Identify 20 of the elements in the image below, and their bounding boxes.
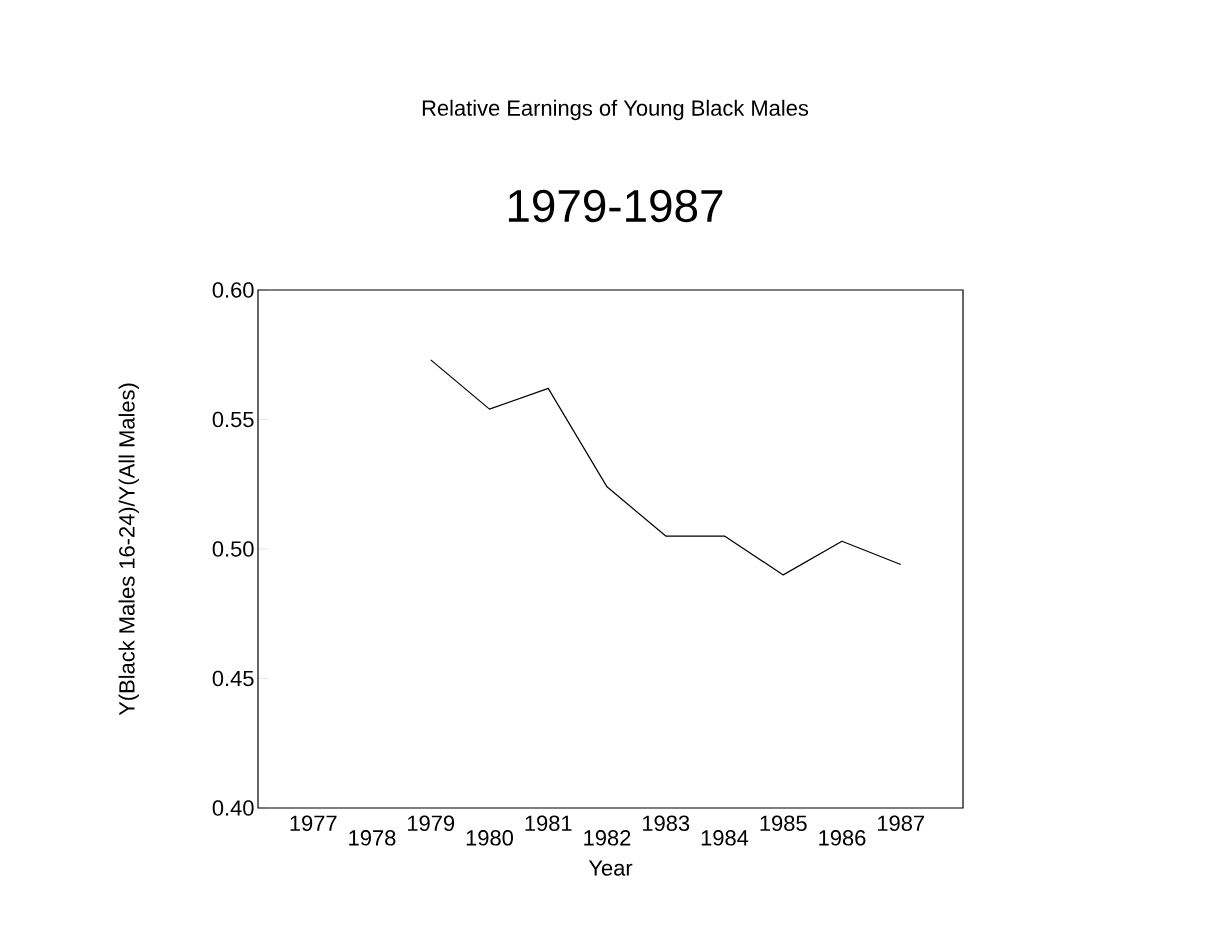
x-tick-label: 1979	[408, 815, 455, 832]
x-axis-title: Year	[588, 860, 633, 876]
y-tick-label: 0.60	[212, 282, 254, 298]
x-tick-label: 1977	[290, 815, 337, 832]
x-tick-label: 1985	[760, 815, 807, 832]
x-tick-label: 1981	[525, 815, 572, 832]
chart-title: Relative Earnings of Young Black Males	[422, 99, 809, 121]
x-tick-label: 1982	[584, 830, 631, 846]
y-tick-label: 0.40	[212, 800, 254, 816]
x-tick-label: 1987	[878, 815, 925, 832]
y-tick-label: 0.50	[212, 541, 254, 557]
x-tick-label: 1983	[643, 815, 690, 832]
y-tick-label: 0.45	[212, 670, 254, 687]
x-tick-label: 1978	[349, 830, 396, 846]
x-tick-label: 1986	[819, 830, 866, 846]
x-tick-label: 1984	[701, 830, 749, 846]
y-axis-title: Y(Black Males 16-24)/Y(All Males)	[118, 383, 139, 716]
x-tick-label: 1980	[466, 830, 513, 846]
y-tick-label: 0.55	[212, 411, 254, 428]
chart-subtitle: 1979-1987	[508, 189, 723, 223]
